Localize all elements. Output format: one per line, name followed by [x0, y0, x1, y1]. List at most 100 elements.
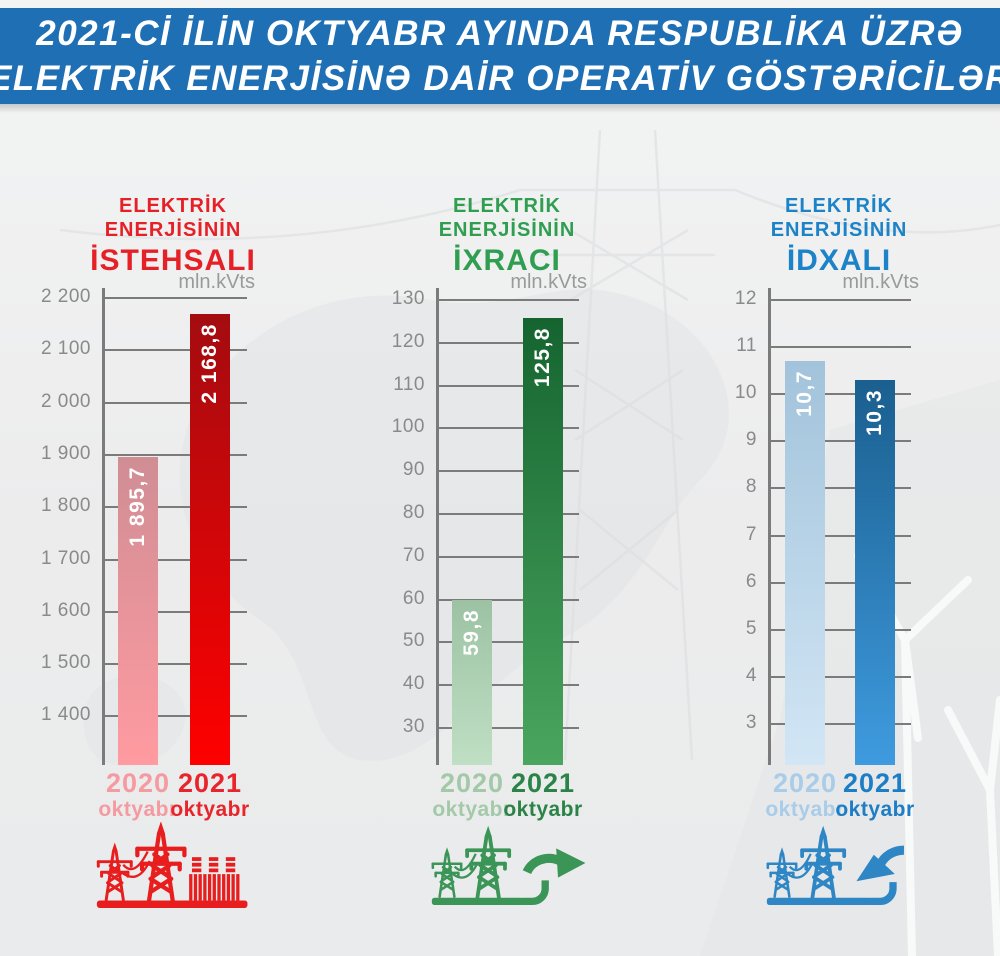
- y-tick-label: 100: [391, 416, 425, 438]
- gridline: [437, 727, 579, 729]
- y-tick-label: 1 600: [40, 599, 91, 621]
- gridline: [103, 349, 247, 352]
- header-title-line-2: ELEKTRİK ENERJİSİNƏ DAİR OPERATİV GÖSTƏR…: [0, 59, 1000, 98]
- header-shadow: [0, 104, 1000, 113]
- gridline: [103, 558, 247, 561]
- y-tick-label: 3: [745, 711, 757, 733]
- chart-title-production: ELEKTRİK ENERJİSİNİN İSTEHSALI: [43, 194, 303, 277]
- y-tick-label: 10: [734, 382, 757, 404]
- axis-unit-label-idxal: mln.kVts: [842, 271, 919, 293]
- bar-ixrac-2020: [452, 600, 492, 765]
- gridline: [769, 675, 911, 678]
- bar-istehsal-2021: [190, 314, 230, 765]
- y-tick-label: 120: [391, 330, 425, 352]
- title-line: ELEKTRİK: [453, 195, 561, 217]
- gridline: [103, 610, 247, 613]
- category-month: oktyabr: [170, 798, 250, 821]
- y-tick-label: 1 700: [40, 547, 91, 569]
- title-line: İDXALI: [786, 244, 892, 277]
- gridline: [769, 534, 911, 537]
- bar-value-text: 1 895,7: [126, 466, 149, 547]
- title-line: İXRACI: [453, 244, 561, 277]
- y-tick-label: 50: [402, 630, 425, 652]
- gridline: [103, 715, 247, 718]
- gridline: [437, 513, 579, 515]
- category-label-2020: 2020 oktyabr: [412, 769, 532, 822]
- y-tick-label: 90: [402, 459, 425, 481]
- pylon-silhouette: [59, 129, 1000, 761]
- y-axis-line-ixrac: [436, 288, 439, 765]
- y-tick-label: 2 000: [40, 390, 91, 412]
- bar-value-label: 2 168,8: [190, 323, 230, 404]
- y-axis-line-istehsal: [102, 288, 105, 765]
- title-line: ELEKTRİK: [119, 195, 227, 217]
- y-tick-label: 30: [402, 716, 425, 737]
- bar-value-label: 125,8: [523, 327, 563, 387]
- category-month: oktyabr: [765, 798, 845, 821]
- gridline: [769, 393, 911, 396]
- bar-value-text: 125,8: [531, 326, 554, 388]
- y-tick-label: 110: [393, 373, 425, 395]
- gridline: [437, 427, 579, 430]
- category-month: oktyabr: [432, 798, 512, 821]
- y-tick-label: 6: [745, 570, 757, 592]
- y-tick-label: 2 100: [40, 338, 91, 360]
- category-month: oktyabr: [98, 798, 178, 821]
- y-tick-label: 1 800: [40, 495, 91, 517]
- gridline: [437, 598, 579, 601]
- bar-value-label: 10,3: [855, 389, 895, 436]
- y-tick-label: 80: [402, 502, 425, 523]
- y-tick-label: 11: [736, 335, 757, 357]
- y-tick-label: 1 400: [40, 704, 91, 726]
- category-year: 2020: [105, 768, 171, 798]
- title-line: ELEKTRİK: [785, 195, 893, 217]
- bar-value-text: 10,7: [793, 370, 816, 418]
- y-tick-label: 8: [745, 476, 757, 498]
- gridline: [437, 555, 579, 558]
- y-tick-label: 2 200: [40, 286, 91, 307]
- bar-idxal-2020: [785, 361, 825, 765]
- gridline: [437, 341, 579, 344]
- hillside-shape: [700, 380, 1000, 956]
- gridline: [769, 440, 911, 443]
- bar-value-label: 59,8: [452, 609, 492, 656]
- gridline: [103, 506, 247, 509]
- axis-unit-label-ixrac: mln.kVts: [510, 271, 587, 293]
- bar-value-text: 10,3: [863, 389, 886, 436]
- gridline: [769, 346, 911, 349]
- category-label-2021: 2021 oktyabr: [150, 769, 270, 822]
- bar-value-text: 2 168,8: [198, 323, 221, 404]
- bar-value-text: 59,8: [460, 609, 483, 657]
- gridline: [437, 470, 579, 473]
- category-label-2021: 2021 oktyabr: [483, 769, 603, 822]
- bar-idxal-2021: [855, 380, 895, 765]
- gridline: [437, 299, 579, 301]
- gridline: [103, 453, 247, 456]
- category-month: oktyabr: [835, 798, 915, 821]
- title-line: ENERJİSİNİN: [438, 219, 576, 241]
- azerbaijan-map-shape: [179, 289, 729, 761]
- gridline: [769, 722, 911, 725]
- y-tick-label: 40: [402, 673, 425, 695]
- gridline: [769, 628, 911, 631]
- y-tick-label: 7: [745, 523, 757, 545]
- bar-istehsal-2020: [118, 457, 158, 765]
- category-year: 2021: [177, 768, 243, 798]
- gridline: [437, 641, 579, 644]
- bar-ixrac-2021: [523, 317, 563, 765]
- header-title-line-1: 2021-Cİ İLİN OKTYABR AYINDA RESPUBLİKA Ü…: [36, 14, 964, 53]
- category-year: 2020: [439, 768, 505, 798]
- category-label-2021: 2021 oktyabr: [815, 769, 935, 822]
- chart-title-export: ELEKTRİK ENERJİSİNİN İXRACI: [377, 194, 637, 277]
- header-banner: 2021-Cİ İLİN OKTYABR AYINDA RESPUBLİKA Ü…: [0, 8, 1000, 104]
- power-plant-towers-icon: [95, 822, 255, 914]
- gridline: [103, 297, 247, 299]
- import-arrow-towers-icon: [765, 822, 925, 914]
- chart-title-import: ELEKTRİK ENERJİSİNİN İDXALI: [709, 194, 969, 277]
- gridline: [437, 384, 579, 387]
- title-line: ENERJİSİNİN: [770, 219, 908, 241]
- bar-value-label: 1 895,7: [118, 466, 158, 547]
- y-tick-label: 9: [745, 429, 757, 451]
